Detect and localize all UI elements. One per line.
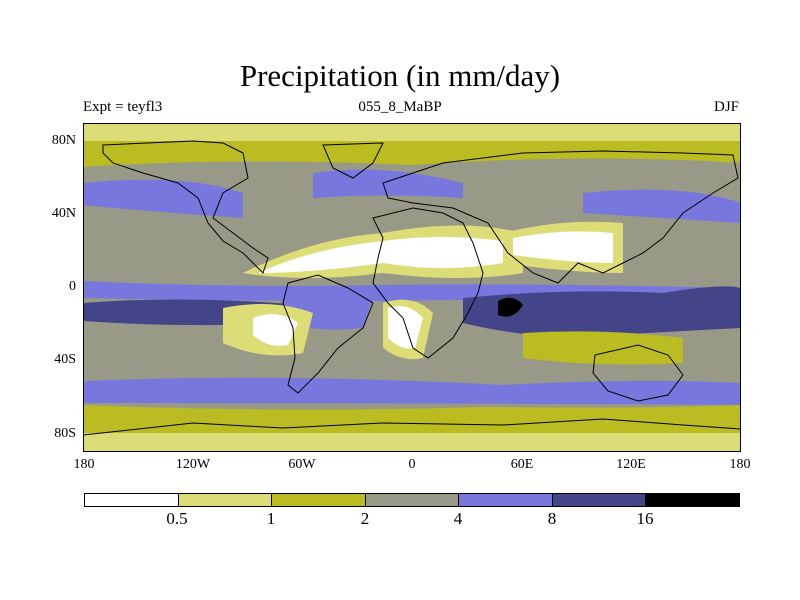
lon-label-0: 0: [408, 457, 416, 472]
colorbar-label-0-5: 0.5: [166, 509, 188, 528]
colorbar-swatch-4: [459, 494, 553, 506]
colorbar-swatch-1: [178, 494, 273, 506]
lon-label-60w: 60W: [288, 457, 316, 472]
lat-label-80n: 80N: [51, 133, 76, 148]
colorbar-swatch-3: [365, 494, 460, 506]
lat-label-40n: 40N: [51, 206, 76, 221]
precipitation-map: [83, 123, 741, 452]
colorbar-label-2: 2: [360, 509, 370, 528]
chart-title: Precipitation (in mm/day): [239, 58, 561, 93]
colorbar-swatch-6: [646, 494, 740, 506]
lon-label-180e: 180: [729, 457, 751, 472]
lon-label-60e: 60E: [510, 457, 534, 472]
colorbar-swatch-5: [552, 494, 647, 506]
lat-label-40s: 40S: [54, 352, 76, 367]
colorbar-swatch-0: [85, 494, 179, 506]
colorbar-label-8: 8: [547, 509, 557, 528]
lon-label-120w: 120W: [175, 457, 211, 472]
experiment-label: Expt = teyfl3: [83, 99, 163, 115]
season-label: DJF: [713, 99, 739, 115]
colorbar-label-16: 16: [636, 509, 654, 528]
colorbar: [84, 493, 740, 507]
lon-label-180w: 180: [73, 457, 95, 472]
lat-label-80s: 80S: [54, 426, 76, 441]
lat-label-equator: 0: [69, 279, 76, 294]
colorbar-swatch-2: [272, 494, 366, 506]
colorbar-label-1: 1: [266, 509, 276, 528]
period-label: 055_8_MaBP: [358, 99, 442, 115]
lon-label-120e: 120E: [616, 457, 646, 472]
colorbar-label-4: 4: [453, 509, 463, 528]
